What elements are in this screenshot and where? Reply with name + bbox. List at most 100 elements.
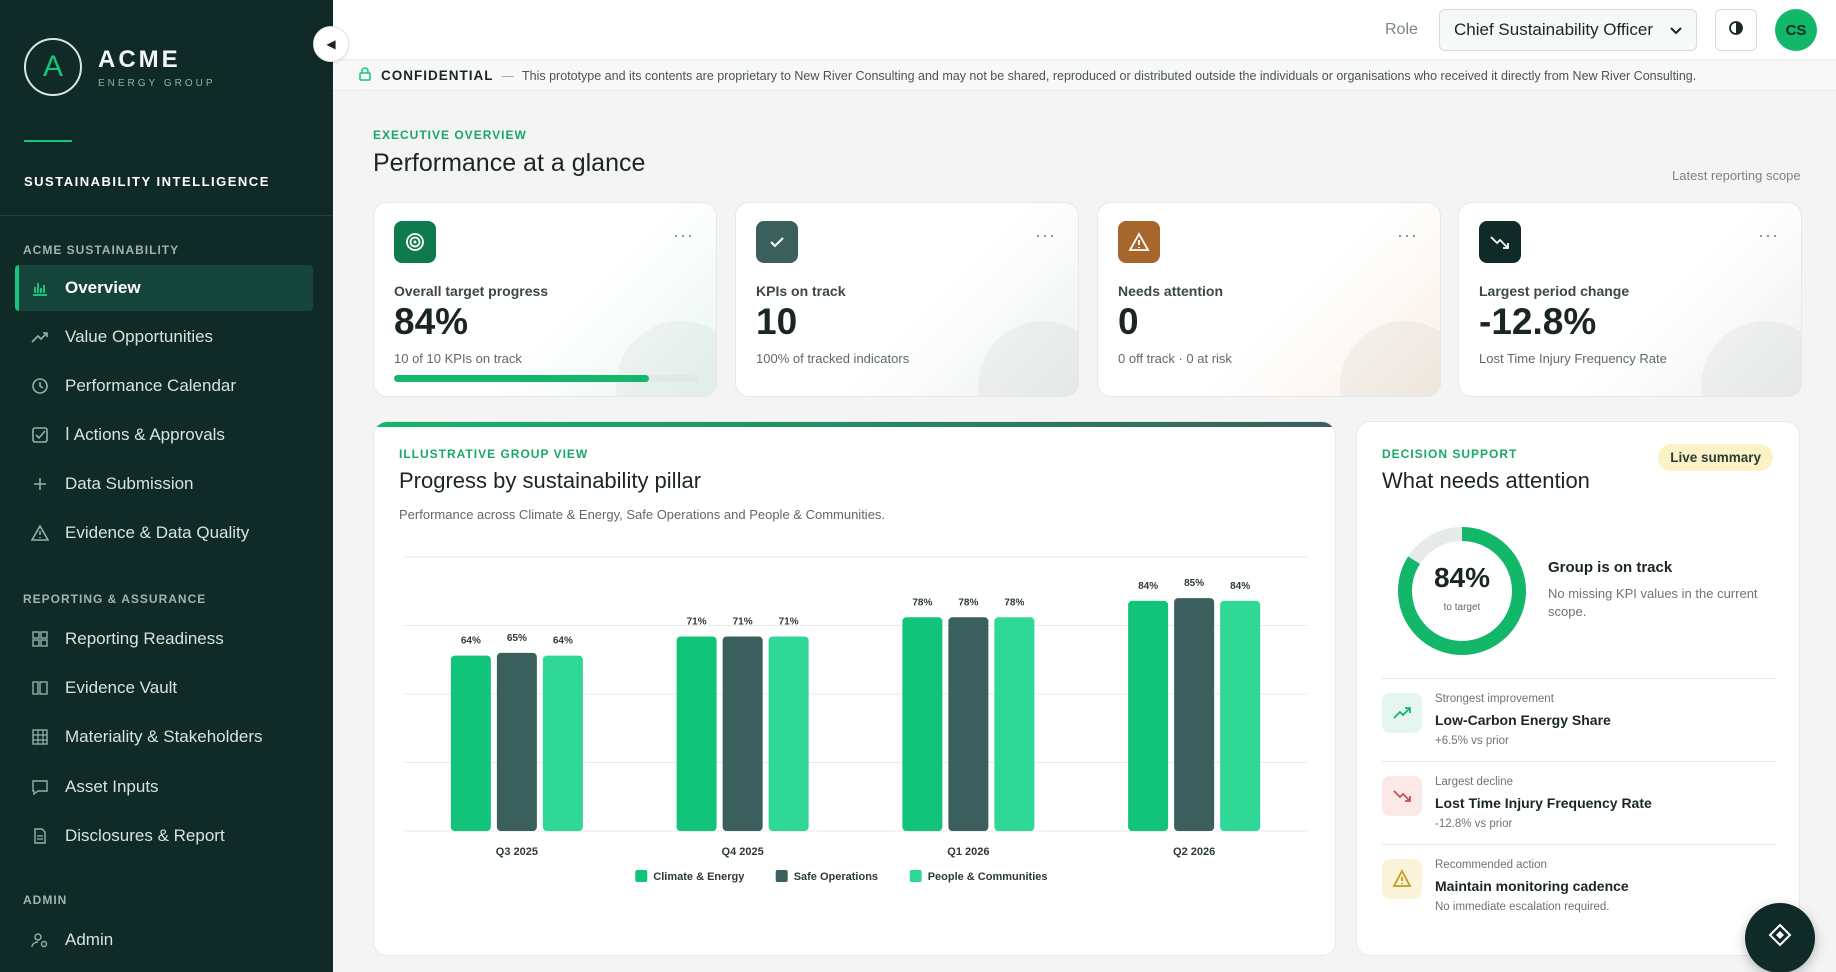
document-icon [31,827,49,845]
brand[interactable]: A ACME ENERGY GROUP [24,38,216,96]
brand-name: ACME [98,45,181,73]
kpi-value: 84% [394,301,469,342]
trend-down-icon [1479,221,1521,263]
more-options-button[interactable]: ··· [1758,225,1779,245]
kpi-value: 0 [1118,301,1139,342]
chart-bar [994,617,1035,831]
kpi-sub: 0 off track · 0 at risk [1118,351,1232,366]
attention-card: DECISION SUPPORT What needs attention Li… [1356,421,1800,956]
ring-arc [1398,527,1526,655]
chart-bar [902,617,943,831]
sidebar-item-actions-approvals[interactable]: ⅼ Actions & Approvals [15,412,313,458]
sidebar-item-label: Data Submission [65,474,194,493]
chart-bar [1220,600,1261,831]
card-decoration [1340,321,1440,396]
bar-value-label: 78% [912,597,932,608]
row-kicker: Largest decline [1435,776,1513,788]
check-icon [756,221,798,263]
sidebar-item-overview[interactable]: Overview [15,265,313,311]
section-admin: ADMIN [23,893,68,907]
kpi-card-largest-change[interactable]: ··· Largest period change -12.8% Lost Ti… [1458,202,1802,397]
sidebar-item-label: Value Opportunities [65,327,214,346]
card-decoration [978,321,1078,396]
warning-icon [31,524,49,542]
progress-bar [394,375,698,382]
sidebar-item-data-submission[interactable]: Data Submission [15,461,313,507]
page-title: Performance at a glance [373,149,646,177]
legend-swatch [775,870,788,882]
bar-value-label: 64% [553,636,573,647]
attention-eyebrow: DECISION SUPPORT [1382,447,1518,461]
attention-row-decline[interactable]: Largest decline Lost Time Injury Frequen… [1382,761,1776,844]
chat-icon [31,778,49,796]
overview-eyebrow: EXECUTIVE OVERVIEW [373,128,527,142]
more-options-button[interactable]: ··· [1397,225,1418,245]
bar-value-label: 64% [461,636,481,647]
sidebar-item-disclosures-report[interactable]: Disclosures & Report [15,813,313,859]
status-text: No missing KPI values in the current sco… [1548,586,1758,619]
chart-bar [948,617,989,831]
sidebar-item-performance-calendar[interactable]: Performance Calendar [15,363,313,409]
sidebar-item-label: Asset Inputs [65,777,159,796]
sidebar-item-label: Evidence Vault [65,678,178,697]
brand-subtitle: ENERGY GROUP [98,77,216,89]
x-tick-label: Q2 2026 [1173,846,1215,858]
sidebar-item-value-opportunities[interactable]: Value Opportunities [15,314,313,360]
warning-icon [1118,221,1160,263]
banner-dash: — [501,68,515,83]
bar-value-label: 71% [733,616,753,627]
kpi-card-needs-attention[interactable]: ··· Needs attention 0 0 off track · 0 at… [1097,202,1441,397]
row-title: Low-Carbon Energy Share [1435,712,1611,728]
trend-up-icon [1382,693,1422,733]
chart-title: Progress by sustainability pillar [399,468,702,493]
row-kicker: Strongest improvement [1435,693,1554,705]
role-select[interactable]: Chief Sustainability Officer [1439,9,1697,51]
top-bar: Role Chief Sustainability Officer CS [333,0,1836,60]
attention-row-recommendation[interactable]: Recommended action Maintain monitoring c… [1382,844,1776,927]
sidebar-item-materiality-stakeholders[interactable]: Materiality & Stakeholders [15,714,313,760]
kpi-sub: 10 of 10 KPIs on track [394,351,522,366]
row-sub: No immediate escalation required. [1435,901,1610,913]
status-title: Group is on track [1548,559,1673,576]
attention-row-improvement[interactable]: Strongest improvement Low-Carbon Energy … [1382,678,1776,761]
kpi-sub: Lost Time Injury Frequency Rate [1479,351,1667,366]
avatar[interactable]: CS [1775,9,1817,51]
bar-value-label: 71% [687,616,707,627]
bar-value-label: 71% [779,616,799,627]
confidential-text: This prototype and its contents are prop… [522,68,1697,83]
x-tick-label: Q1 2026 [947,846,989,858]
collapse-sidebar-button[interactable]: ◀ [313,26,349,62]
reporting-scope: Latest reporting scope [1672,168,1801,183]
pillar-bar-chart: 64% 65% 64% Q3 2025 71% 71% 71% Q4 2025 78% 78% 78… [404,556,1307,883]
sidebar: A ACME ENERGY GROUP SUSTAINABILITY INTEL… [0,0,333,972]
sidebar-item-reporting-readiness[interactable]: Reporting Readiness [15,616,313,662]
contrast-icon [1728,20,1744,41]
table-icon [31,728,49,746]
theme-toggle-button[interactable] [1715,9,1757,51]
target-icon [394,221,436,263]
chart-bar [1174,598,1215,831]
kpi-card-kpis-on-track[interactable]: ··· KPIs on track 10 100% of tracked ind… [735,202,1079,397]
sidebar-item-asset-inputs[interactable]: Asset Inputs [15,764,313,810]
chart-bar [722,636,763,831]
legend-swatch [909,870,922,882]
lock-icon [359,67,371,84]
kpi-card-overall-progress[interactable]: ··· Overall target progress 84% 10 of 10… [373,202,717,397]
more-options-button[interactable]: ··· [673,225,694,245]
sidebar-item-label: Actions & Approvals [73,425,225,444]
live-summary-badge: Live summary [1658,444,1773,471]
bar-value-label: 84% [1138,581,1158,592]
sidebar-item-admin[interactable]: Admin [15,917,313,963]
sidebar-item-evidence-data-quality[interactable]: Evidence & Data Quality [15,510,313,556]
row-kicker: Recommended action [1435,859,1547,871]
legend-label: Climate & Energy [653,871,745,883]
sidebar-item-evidence-vault[interactable]: Evidence Vault [15,665,313,711]
sidebar-divider [0,215,333,216]
assistant-fab-button[interactable] [1745,903,1815,972]
sidebar-item-label: Performance Calendar [65,376,237,395]
x-tick-label: Q3 2025 [496,846,538,858]
progress-bar-fill [394,375,650,382]
trend-down-icon [1382,776,1422,816]
more-options-button[interactable]: ··· [1035,225,1056,245]
progress-ring [1398,527,1526,655]
